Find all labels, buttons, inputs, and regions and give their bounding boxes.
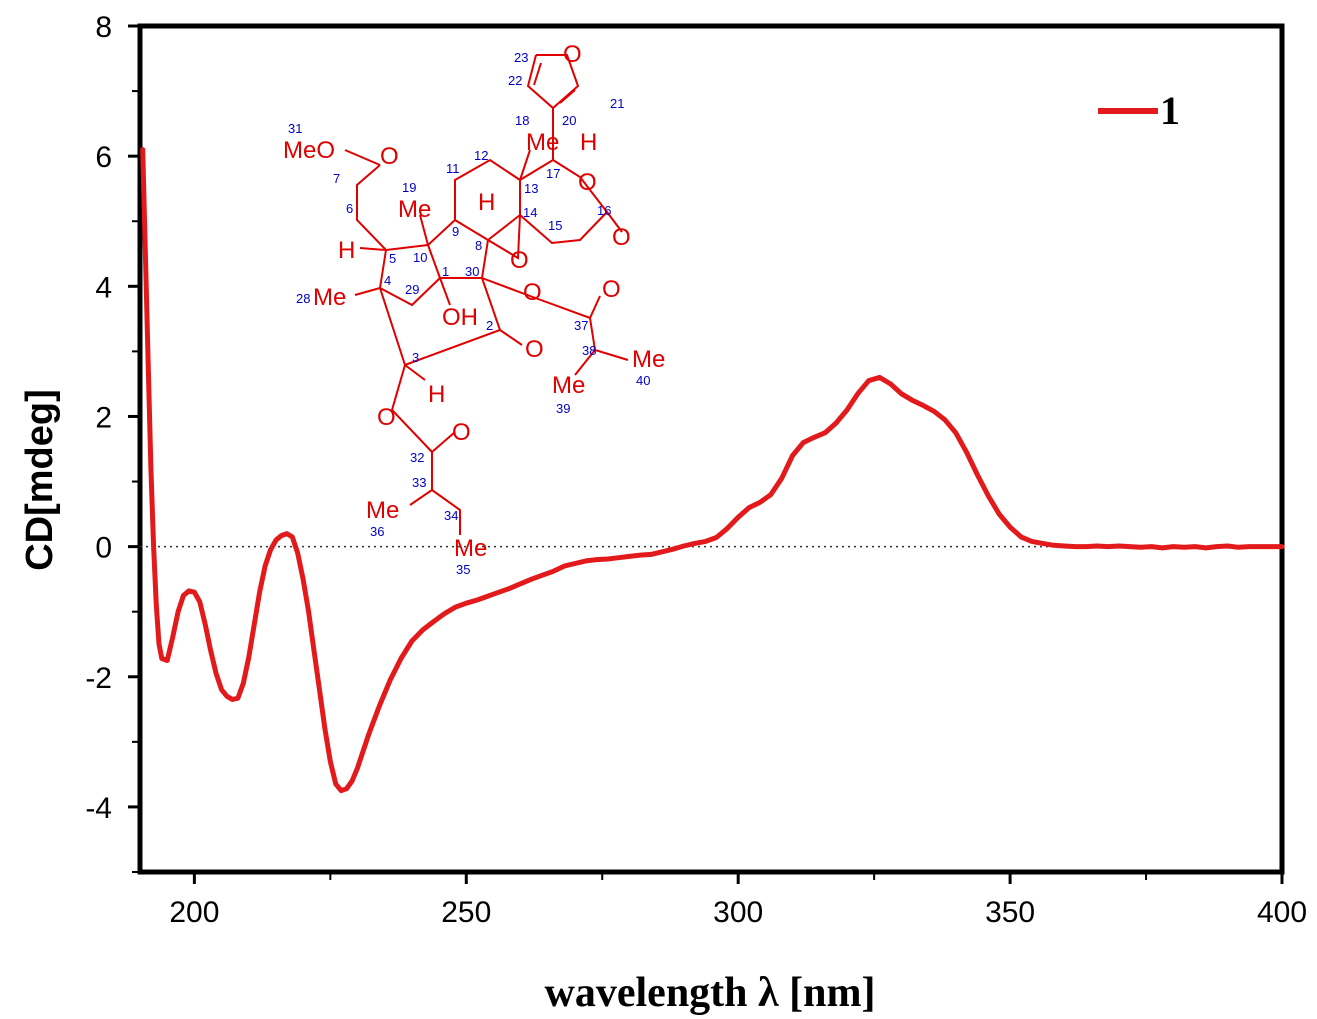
svg-text:OH: OH <box>442 304 478 331</box>
svg-text:Me: Me <box>366 497 399 524</box>
y-tick-label: 6 <box>95 141 112 174</box>
svg-text:11: 11 <box>446 161 460 176</box>
svg-text:2: 2 <box>486 318 493 333</box>
svg-text:Me: Me <box>552 372 585 399</box>
x-tick-label: 200 <box>169 896 219 929</box>
ticks-layer: 200 250 300 350 400 -4 -2 0 2 4 6 8 <box>85 11 1307 929</box>
svg-text:9: 9 <box>452 224 459 239</box>
y-tick-label: 0 <box>95 532 112 565</box>
svg-text:7: 7 <box>333 171 340 186</box>
svg-text:O: O <box>578 169 597 196</box>
svg-text:H: H <box>580 129 597 156</box>
svg-text:O: O <box>523 279 542 306</box>
svg-text:O: O <box>602 276 621 303</box>
y-tick-label: 2 <box>95 401 112 434</box>
svg-text:O: O <box>525 336 544 363</box>
svg-text:32: 32 <box>410 450 424 465</box>
svg-text:6: 6 <box>346 201 353 216</box>
svg-text:5: 5 <box>389 251 396 266</box>
x-axis-title: wavelength λ [nm] <box>545 970 876 1016</box>
svg-text:Me: Me <box>526 129 559 156</box>
svg-text:33: 33 <box>412 475 426 490</box>
svg-text:34: 34 <box>444 508 458 523</box>
svg-text:38: 38 <box>582 343 596 358</box>
svg-text:31: 31 <box>288 121 302 136</box>
svg-text:1: 1 <box>442 264 449 279</box>
x-tick-label: 250 <box>441 896 491 929</box>
svg-text:28: 28 <box>296 291 310 306</box>
y-tick-label: -4 <box>85 792 112 825</box>
series-line-1 <box>140 147 1285 794</box>
svg-text:10: 10 <box>413 250 427 265</box>
svg-text:O: O <box>380 143 399 170</box>
svg-text:O: O <box>377 404 396 431</box>
svg-text:H: H <box>338 237 355 264</box>
svg-text:4: 4 <box>384 273 391 288</box>
svg-text:12: 12 <box>474 148 488 163</box>
svg-text:8: 8 <box>475 238 482 253</box>
x-tick-label: 400 <box>1257 896 1307 929</box>
svg-text:20: 20 <box>562 113 576 128</box>
chemical-structure-inset: O MeO O Me H O O Me H H O Me OH O O O Me… <box>283 41 665 577</box>
svg-text:H: H <box>478 189 495 216</box>
svg-text:H: H <box>428 381 445 408</box>
legend-label: 1 <box>1160 88 1180 133</box>
svg-text:Me: Me <box>398 196 431 223</box>
svg-text:30: 30 <box>465 264 479 279</box>
svg-text:O: O <box>452 419 471 446</box>
svg-text:Me: Me <box>313 284 346 311</box>
svg-text:13: 13 <box>524 181 538 196</box>
svg-text:40: 40 <box>636 373 650 388</box>
svg-text:35: 35 <box>456 562 470 577</box>
svg-text:15: 15 <box>548 218 562 233</box>
y-tick-label: 4 <box>95 271 112 304</box>
svg-text:MeO: MeO <box>283 137 335 164</box>
legend: 1 <box>1098 88 1180 133</box>
x-tick-label: 350 <box>985 896 1035 929</box>
svg-text:18: 18 <box>515 113 529 128</box>
x-tick-label: 300 <box>713 896 763 929</box>
svg-text:17: 17 <box>546 166 560 181</box>
svg-text:16: 16 <box>597 203 611 218</box>
svg-text:O: O <box>510 247 529 274</box>
plot-frame <box>137 23 1285 875</box>
svg-text:39: 39 <box>556 401 570 416</box>
svg-text:14: 14 <box>523 205 537 220</box>
y-tick-label: 8 <box>95 11 112 44</box>
svg-text:Me: Me <box>454 535 487 562</box>
svg-text:O: O <box>563 41 582 68</box>
svg-text:37: 37 <box>574 318 588 333</box>
svg-text:23: 23 <box>514 50 528 65</box>
svg-text:3: 3 <box>412 350 419 365</box>
y-axis-title: CD[mdeg] <box>19 389 61 571</box>
svg-text:Me: Me <box>632 346 665 373</box>
svg-text:21: 21 <box>610 96 624 111</box>
svg-text:22: 22 <box>508 73 522 88</box>
svg-text:36: 36 <box>370 524 384 539</box>
svg-text:O: O <box>612 224 631 251</box>
svg-text:19: 19 <box>402 180 416 195</box>
svg-text:29: 29 <box>405 282 419 297</box>
y-tick-label: -2 <box>85 662 112 695</box>
